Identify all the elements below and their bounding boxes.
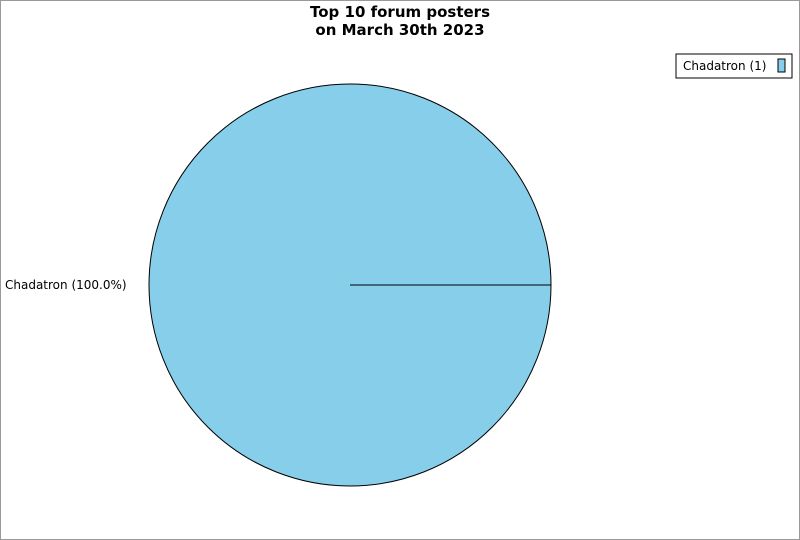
legend-box [675, 53, 793, 79]
legend-label: Chadatron (1) [683, 59, 766, 73]
legend-swatch [777, 58, 786, 73]
legend: Chadatron (1) [675, 53, 793, 79]
chart-title-line1: Top 10 forum posters [310, 3, 490, 21]
slice-label: Chadatron (100.0%) [5, 278, 127, 292]
chart-title-line2: on March 30th 2023 [315, 21, 484, 39]
